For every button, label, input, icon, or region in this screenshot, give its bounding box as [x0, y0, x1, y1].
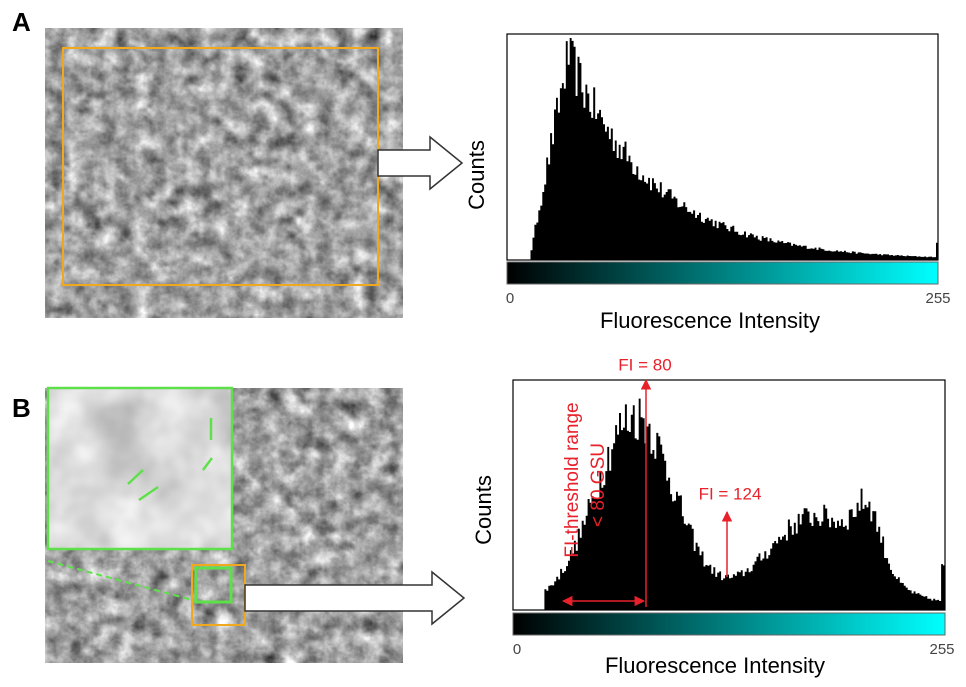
annotation: < 80 GSU — [588, 443, 609, 527]
x-axis-label: Fluorescence Intensity — [600, 308, 820, 333]
panel-label: A — [12, 7, 31, 37]
x-tick-label: 0 — [506, 290, 514, 307]
histogram — [507, 38, 938, 260]
x-tick-label: 255 — [925, 290, 950, 307]
colorbar — [507, 262, 938, 284]
annotation: FI-threshold range — [562, 402, 583, 557]
panel-label: B — [12, 393, 31, 423]
annotation: FI = 80 — [618, 355, 671, 374]
y-axis-label: Counts — [471, 475, 496, 545]
figure: A 0 255 Counts Fluorescence Intensity B … — [0, 0, 966, 687]
histogram-shape — [507, 38, 938, 260]
micrograph — [45, 28, 403, 318]
annotation: FI = 124 — [699, 484, 762, 503]
y-axis-label: Counts — [464, 140, 489, 210]
x-axis-label: Fluorescence Intensity — [605, 653, 825, 678]
x-tick-label: 0 — [513, 641, 521, 658]
colorbar — [513, 613, 945, 635]
x-tick-label: 255 — [929, 641, 954, 658]
